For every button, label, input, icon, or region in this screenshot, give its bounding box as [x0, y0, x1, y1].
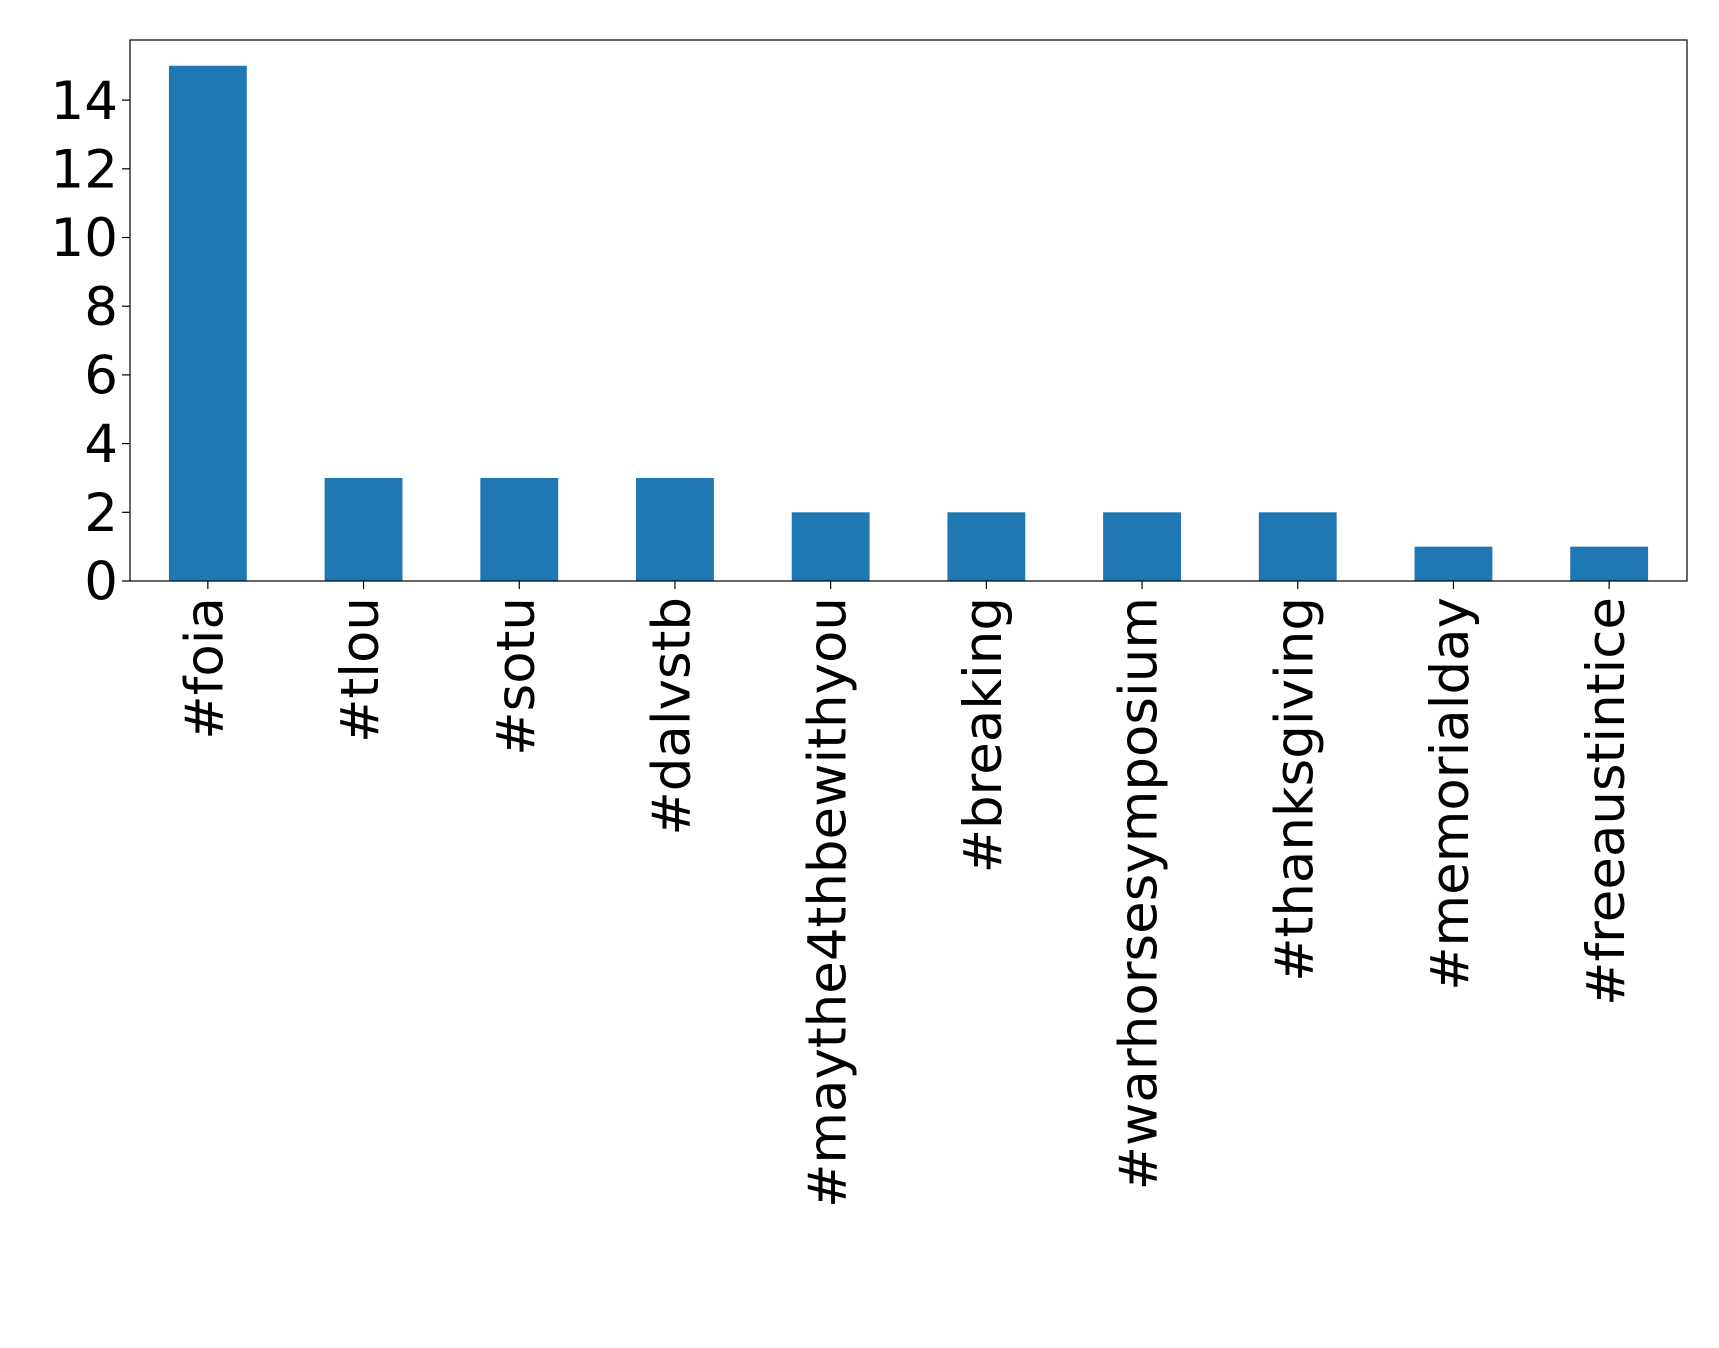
y-tick-label: 14 — [51, 71, 118, 132]
bar — [1258, 512, 1337, 581]
bar — [480, 477, 559, 581]
bar — [636, 477, 714, 581]
x-tick-label: #foia — [174, 597, 235, 740]
y-tick-label: 12 — [51, 139, 118, 200]
x-tick-label: #freeaustintice — [1576, 597, 1637, 1006]
y-tick-label: 2 — [84, 483, 118, 544]
y-tick-label: 10 — [51, 208, 118, 269]
bar — [1103, 512, 1181, 581]
x-tick-label: #thanksgiving — [1264, 597, 1325, 982]
x-tick-label: #memorialday — [1420, 597, 1481, 991]
x-tick-label: #sotu — [486, 597, 547, 756]
bar — [1414, 546, 1493, 581]
x-tick-label: #warhorsesymposium — [1109, 597, 1170, 1190]
plot-frame — [129, 39, 1688, 582]
bar — [1570, 546, 1649, 581]
y-tick-label: 8 — [84, 277, 118, 338]
x-tick-label: #tlou — [330, 597, 391, 743]
bar — [791, 512, 870, 581]
bar — [947, 512, 1026, 581]
bar — [324, 477, 403, 581]
x-tick-label: #dalvstb — [642, 597, 703, 836]
bar — [168, 65, 247, 581]
x-tick-label: #maythe4thbewithyou — [797, 597, 858, 1208]
x-tick-label: #breaking — [953, 597, 1014, 873]
y-tick-label: 0 — [84, 552, 118, 613]
y-tick-label: 4 — [84, 414, 118, 475]
y-tick-label: 6 — [84, 346, 118, 407]
